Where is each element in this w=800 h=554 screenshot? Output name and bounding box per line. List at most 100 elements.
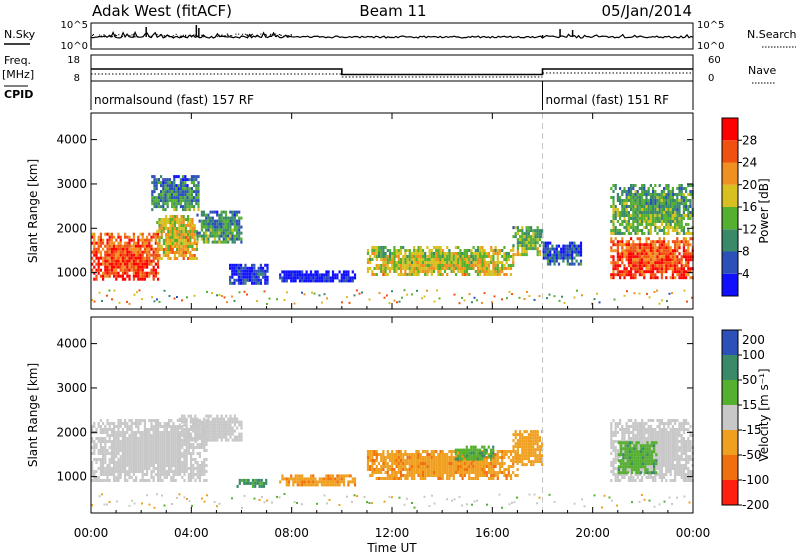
range-gate-cell <box>124 262 127 266</box>
range-gate-cell <box>424 462 427 465</box>
range-gate-cell <box>139 256 142 260</box>
range-gate-cell <box>121 259 124 263</box>
range-gate-cell <box>660 211 663 214</box>
range-gate-cell <box>157 271 160 275</box>
range-gate-cell <box>406 456 409 459</box>
range-gate-cell <box>164 193 167 197</box>
range-gate-cell <box>408 465 411 468</box>
range-gate-cell <box>141 452 144 455</box>
range-gate-cell <box>259 278 262 282</box>
range-gate-cell <box>619 255 622 259</box>
range-gate-cell <box>184 254 187 257</box>
range-gate-cell <box>492 459 495 462</box>
range-gate-cell <box>292 270 295 274</box>
range-gate-cell <box>152 443 155 446</box>
range-gate-cell <box>139 455 142 458</box>
range-gate-cell <box>195 248 198 251</box>
range-gate-cell <box>610 237 613 241</box>
range-gate-cell <box>459 264 462 267</box>
range-gate-cell <box>110 241 113 245</box>
range-gate-cell <box>160 245 163 248</box>
range-gate-cell <box>222 219 225 223</box>
range-gate-cell <box>192 449 195 452</box>
range-gate-cell <box>165 473 168 476</box>
range-gate-cell <box>373 249 376 252</box>
range-gate-cell <box>224 210 228 214</box>
range-gate-cell <box>188 187 191 191</box>
range-gate-cell <box>380 270 383 273</box>
range-gate-cell <box>437 477 440 480</box>
range-gate-cell <box>523 442 526 446</box>
range-gate-cell <box>329 477 332 481</box>
range-gate-cell <box>439 255 442 258</box>
ground-scatter-cell <box>361 291 363 294</box>
range-gate-cell <box>187 215 190 218</box>
range-gate-cell <box>102 455 105 458</box>
range-gate-cell <box>266 269 269 273</box>
range-gate-cell <box>128 247 131 251</box>
range-gate-cell <box>560 256 563 260</box>
range-gate-cell <box>99 253 102 257</box>
range-gate-cell <box>634 214 637 217</box>
range-gate-cell <box>647 220 650 223</box>
range-gate-cell <box>492 451 495 455</box>
range-gate-cell <box>104 259 107 263</box>
range-gate-cell <box>168 470 171 473</box>
range-gate-cell <box>184 196 187 200</box>
range-gate-cell <box>654 193 657 196</box>
range-gate-cell <box>172 422 175 425</box>
range-gate-cell <box>165 218 168 221</box>
range-gate-cell <box>382 267 385 270</box>
range-gate-cell <box>180 224 183 227</box>
range-gate-cell <box>178 417 181 421</box>
range-gate-cell <box>678 252 681 256</box>
range-gate-cell <box>301 273 304 277</box>
range-gate-cell <box>408 255 411 258</box>
range-gate-cell <box>182 218 185 221</box>
range-gate-cell <box>179 464 182 467</box>
range-gate-cell <box>610 240 613 244</box>
range-gate-cell <box>174 449 177 452</box>
range-gate-cell <box>162 208 165 212</box>
range-gate-cell <box>171 196 174 200</box>
range-gate-cell <box>542 247 545 251</box>
range-gate-cell <box>380 453 383 456</box>
range-gate-cell <box>404 267 407 270</box>
range-gate-cell <box>498 471 502 474</box>
range-gate-cell <box>441 258 444 261</box>
range-gate-cell <box>320 276 324 280</box>
range-gate-cell <box>186 178 189 182</box>
range-gate-cell <box>426 450 429 453</box>
range-gate-cell <box>652 202 655 205</box>
range-gate-cell <box>205 423 208 427</box>
range-gate-cell <box>93 232 96 236</box>
range-gate-cell <box>625 270 628 274</box>
range-gate-cell <box>209 435 212 439</box>
range-gate-cell <box>485 267 488 270</box>
range-gate-cell <box>632 220 635 223</box>
range-gate-cell <box>161 461 164 464</box>
range-gate-cell <box>380 264 383 267</box>
range-gate-cell <box>233 417 236 421</box>
range-gate-cell <box>148 241 151 245</box>
range-gate-cell <box>150 464 153 467</box>
range-gate-cell <box>369 456 372 459</box>
range-gate-cell <box>159 470 162 473</box>
range-gate-cell <box>162 184 165 188</box>
range-gate-cell <box>152 268 155 272</box>
range-gate-cell <box>132 458 135 461</box>
range-gate-cell <box>171 227 174 230</box>
range-gate-cell <box>459 451 462 455</box>
range-gate-cell <box>169 236 172 239</box>
range-gate-cell <box>182 245 185 248</box>
range-gate-cell <box>203 479 206 482</box>
range-gate-cell <box>170 455 173 458</box>
range-gate-cell <box>143 443 146 446</box>
range-gate-cell <box>119 247 122 251</box>
range-gate-cell <box>671 196 674 199</box>
range-gate-cell <box>413 273 416 276</box>
range-gate-cell <box>439 450 442 453</box>
range-gate-cell <box>660 220 663 223</box>
range-gate-cell <box>115 443 118 446</box>
range-gate-cell <box>474 471 477 474</box>
